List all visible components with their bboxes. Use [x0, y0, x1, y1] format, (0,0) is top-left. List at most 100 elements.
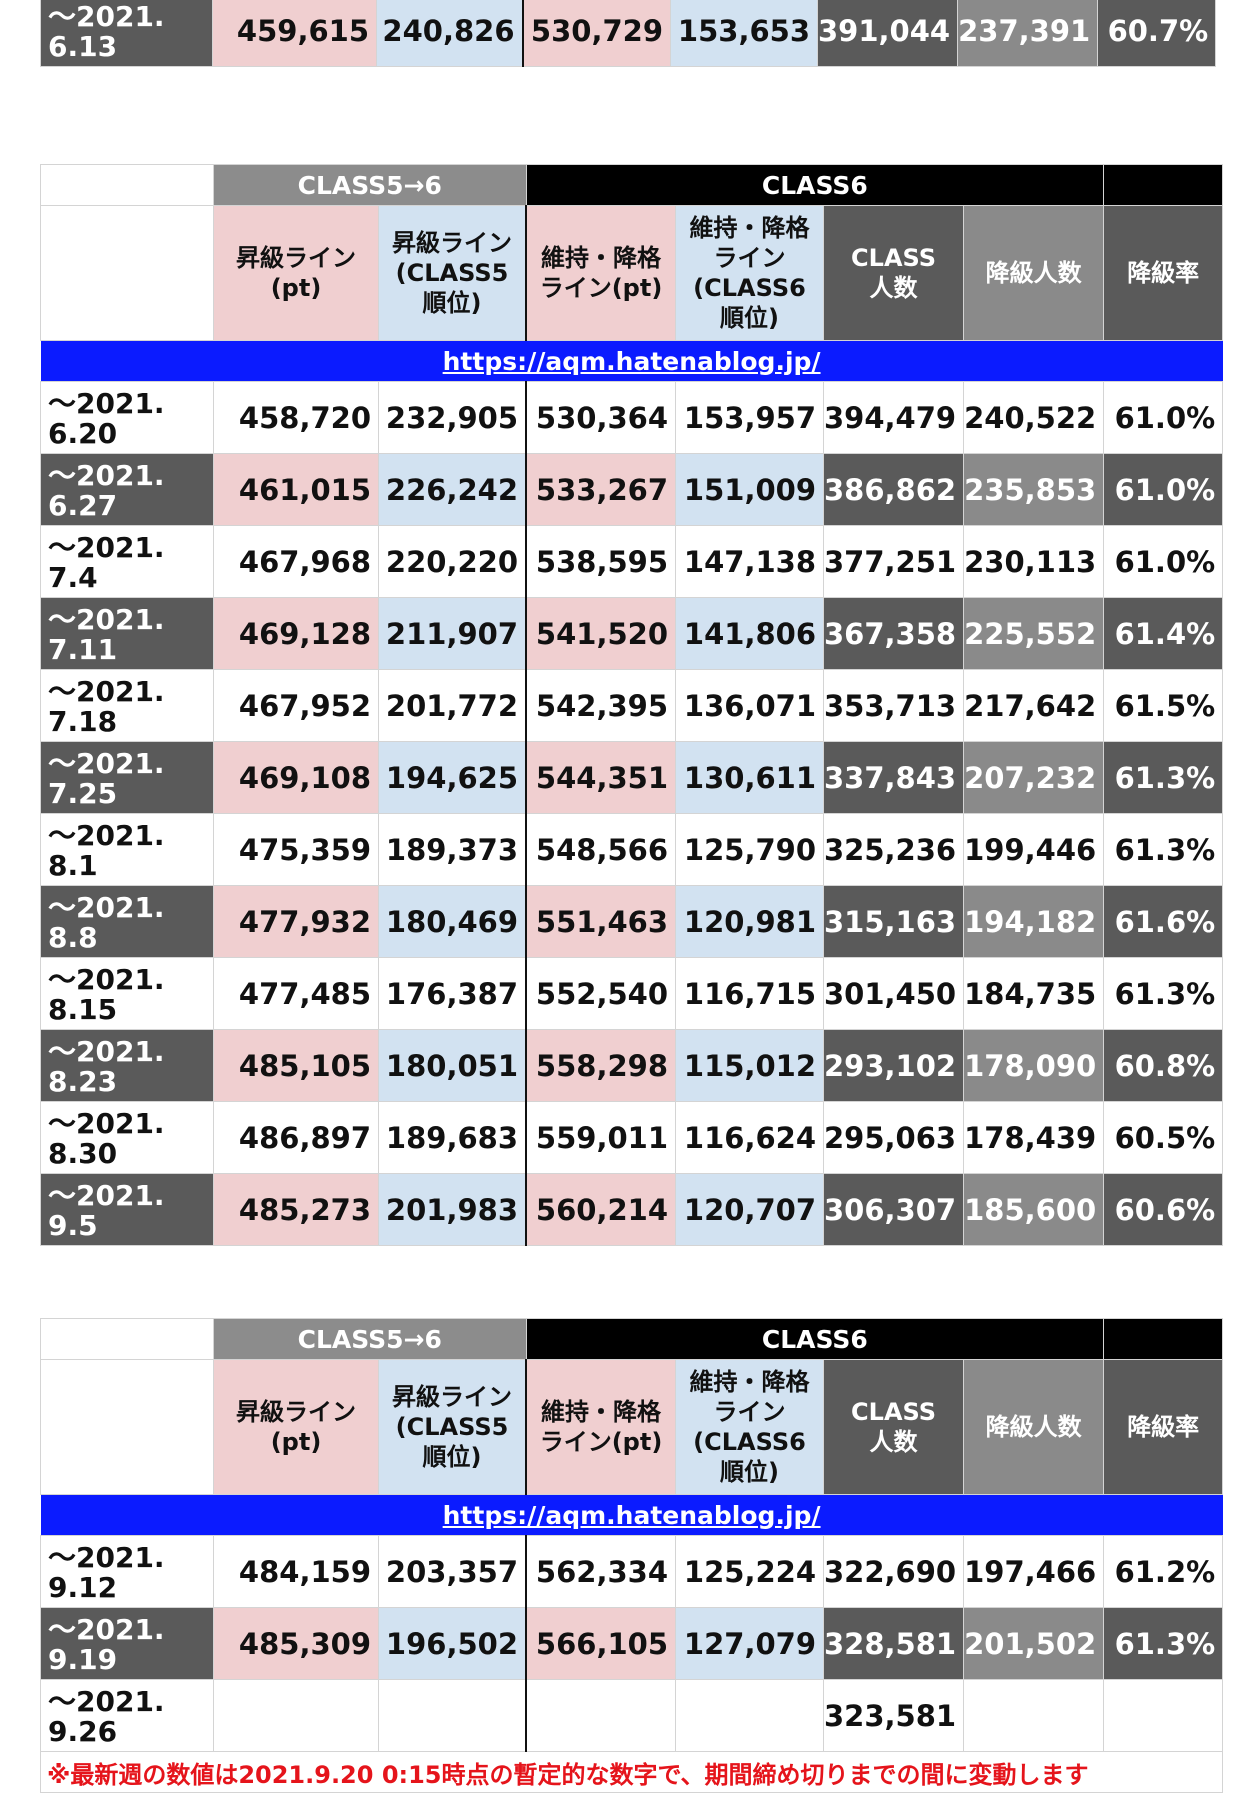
cell-class-count: 306,307: [822, 1173, 965, 1246]
row-date: 〜2021. 7.25: [40, 741, 214, 814]
table-row: 〜2021. 9.26 323,581: [40, 1679, 1224, 1752]
cell-class-count: 325,236: [822, 813, 965, 886]
cell-promotion-rank: 176,387: [378, 957, 527, 1030]
cell-demotion-rate: 61.4%: [1103, 597, 1224, 670]
cell-maintain-rank: 125,790: [675, 813, 824, 886]
cell-maintain-pt: 533,267: [525, 453, 676, 526]
table-row: 〜2021. 6.27 461,015 226,242 533,267 151,009 38…: [40, 453, 1224, 526]
row-date: 〜2021. 6.20: [40, 381, 214, 454]
cell-promotion-rank: 189,373: [378, 813, 527, 886]
table-row: 〜2021. 7.4 467,968 220,220 538,595 147,138 377…: [40, 525, 1224, 598]
cell-promotion-pt: 485,309: [213, 1607, 379, 1680]
cell-maintain-rank: 153,957: [675, 381, 824, 454]
ranking-table-2: CLASS5→6 CLASS6 昇級ライン (pt) 昇級ライン (CLASS5 順位…: [39, 1318, 1224, 1793]
cell-demotion-rate: 60.7%: [1097, 0, 1217, 67]
table-row: 〜2021. 7.11 469,128 211,907 541,520 141,806 36…: [40, 597, 1224, 670]
corner-cell: [40, 205, 214, 341]
cell-promotion-rank: 194,625: [378, 741, 527, 814]
cell-maintain-rank: 115,012: [675, 1029, 824, 1102]
header-maintain-rank: 維持・降格 ライン (CLASS6 順位): [675, 1359, 824, 1495]
cell-promotion-rank: 240,826: [376, 0, 523, 67]
group-header-row: CLASS5→6 CLASS6: [40, 164, 1224, 206]
column-header-row: 昇級ライン (pt) 昇級ライン (CLASS5 順位) 維持・降格 ライン(pt) 維…: [40, 1359, 1224, 1495]
cell-promotion-pt: 477,485: [213, 957, 379, 1030]
cell-class-count: 377,251: [822, 525, 965, 598]
cell-demotion-count: 197,466: [963, 1535, 1105, 1608]
blog-link[interactable]: https://aqm.hatenablog.jp/: [442, 346, 821, 376]
cell-maintain-rank: 141,806: [675, 597, 824, 670]
cell-maintain-pt: 562,334: [525, 1535, 676, 1608]
row-date: 〜2021. 7.11: [40, 597, 214, 670]
cell-promotion-pt: 469,128: [213, 597, 379, 670]
table-row: 〜2021. 6.20 458,720 232,905 530,364 153,957 39…: [40, 381, 1224, 454]
row-date: 〜2021. 6.13: [40, 0, 213, 67]
row-date: 〜2021. 8.23: [40, 1029, 214, 1102]
cell-class-count: 328,581: [822, 1607, 965, 1680]
cell-class-count: 293,102: [822, 1029, 965, 1102]
row-date: 〜2021. 8.15: [40, 957, 214, 1030]
cell-class-count: 323,581: [822, 1679, 965, 1752]
row-date: 〜2021. 9.19: [40, 1607, 214, 1680]
cell-demotion-rate: 61.6%: [1103, 885, 1224, 958]
group-header-row: CLASS5→6 CLASS6: [40, 1318, 1224, 1360]
cell-demotion-count: 207,232: [963, 741, 1105, 814]
header-maintain-pt: 維持・降格 ライン(pt): [525, 205, 676, 341]
cell-promotion-pt: 459,615: [212, 0, 377, 67]
cell-maintain-pt: 530,364: [525, 381, 676, 454]
group-class6-header-tail: [1103, 164, 1224, 206]
cell-demotion-rate: 61.0%: [1103, 453, 1224, 526]
cell-class-count: 315,163: [822, 885, 965, 958]
cell-maintain-pt: 538,595: [525, 525, 676, 598]
cell-demotion-rate: 61.3%: [1103, 1607, 1224, 1680]
header-maintain-pt: 維持・降格 ライン(pt): [525, 1359, 676, 1495]
cell-demotion-rate: 61.3%: [1103, 813, 1224, 886]
cell-maintain-pt: 544,351: [525, 741, 676, 814]
cell-promotion-rank: [378, 1679, 527, 1752]
url-row: https://aqm.hatenablog.jp/: [40, 340, 1223, 382]
cell-demotion-count: 178,439: [963, 1101, 1105, 1174]
table-row: 〜2021. 8.23 485,105 180,051 558,298 115,012 29…: [40, 1029, 1224, 1102]
cell-promotion-rank: 189,683: [378, 1101, 527, 1174]
table-row: 〜2021. 7.25 469,108 194,625 544,351 130,611 33…: [40, 741, 1224, 814]
header-promotion-rank: 昇級ライン (CLASS5 順位): [378, 1359, 527, 1495]
table-row: 〜2021. 9.12 484,159 203,357 562,334 125,224 32…: [40, 1535, 1224, 1608]
cell-maintain-rank: [675, 1679, 824, 1752]
cell-promotion-pt: 469,108: [213, 741, 379, 814]
cell-promotion-pt: 477,932: [213, 885, 379, 958]
cell-maintain-rank: 116,715: [675, 957, 824, 1030]
group-class6-header: CLASS6: [525, 1318, 1105, 1360]
cell-class-count: 386,862: [822, 453, 965, 526]
cell-maintain-pt: 542,395: [525, 669, 676, 742]
cell-demotion-count: [963, 1679, 1105, 1752]
blog-link[interactable]: https://aqm.hatenablog.jp/: [442, 1500, 821, 1530]
cell-promotion-rank: 232,905: [378, 381, 527, 454]
header-class-count: CLASS 人数: [822, 205, 965, 341]
cell-demotion-rate: 61.5%: [1103, 669, 1224, 742]
row-date: 〜2021. 7.18: [40, 669, 214, 742]
cell-maintain-pt: 566,105: [525, 1607, 676, 1680]
cell-demotion-rate: 60.5%: [1103, 1101, 1224, 1174]
cell-demotion-count: 230,113: [963, 525, 1105, 598]
cell-demotion-count: 240,522: [963, 381, 1105, 454]
row-date: 〜2021. 9.26: [40, 1679, 214, 1752]
cell-demotion-count: 217,642: [963, 669, 1105, 742]
cell-promotion-rank: 180,051: [378, 1029, 527, 1102]
cell-demotion-count: 185,600: [963, 1173, 1105, 1246]
ranking-table-1: CLASS5→6 CLASS6 昇級ライン (pt) 昇級ライン (CLASS5 順位…: [40, 164, 1224, 1246]
cell-promotion-pt: 467,952: [213, 669, 379, 742]
row-date: 〜2021. 7.4: [40, 525, 214, 598]
cell-maintain-pt: 541,520: [525, 597, 676, 670]
cell-promotion-rank: 201,983: [378, 1173, 527, 1246]
cell-class-count: 353,713: [822, 669, 965, 742]
row-date: 〜2021. 9.12: [40, 1535, 214, 1608]
cell-promotion-rank: 226,242: [378, 453, 527, 526]
cell-maintain-pt: 559,011: [525, 1101, 676, 1174]
cell-class-count: 337,843: [822, 741, 965, 814]
corner-cell: [40, 1359, 214, 1495]
cell-maintain-rank: 136,071: [675, 669, 824, 742]
cell-promotion-pt: 461,015: [213, 453, 379, 526]
row-date: 〜2021. 8.30: [40, 1101, 214, 1174]
row-date: 〜2021. 8.8: [40, 885, 214, 958]
cell-promotion-pt: 485,105: [213, 1029, 379, 1102]
table-row: 〜2021. 8.15 477,485 176,387 552,540 116,715 30…: [40, 957, 1224, 1030]
